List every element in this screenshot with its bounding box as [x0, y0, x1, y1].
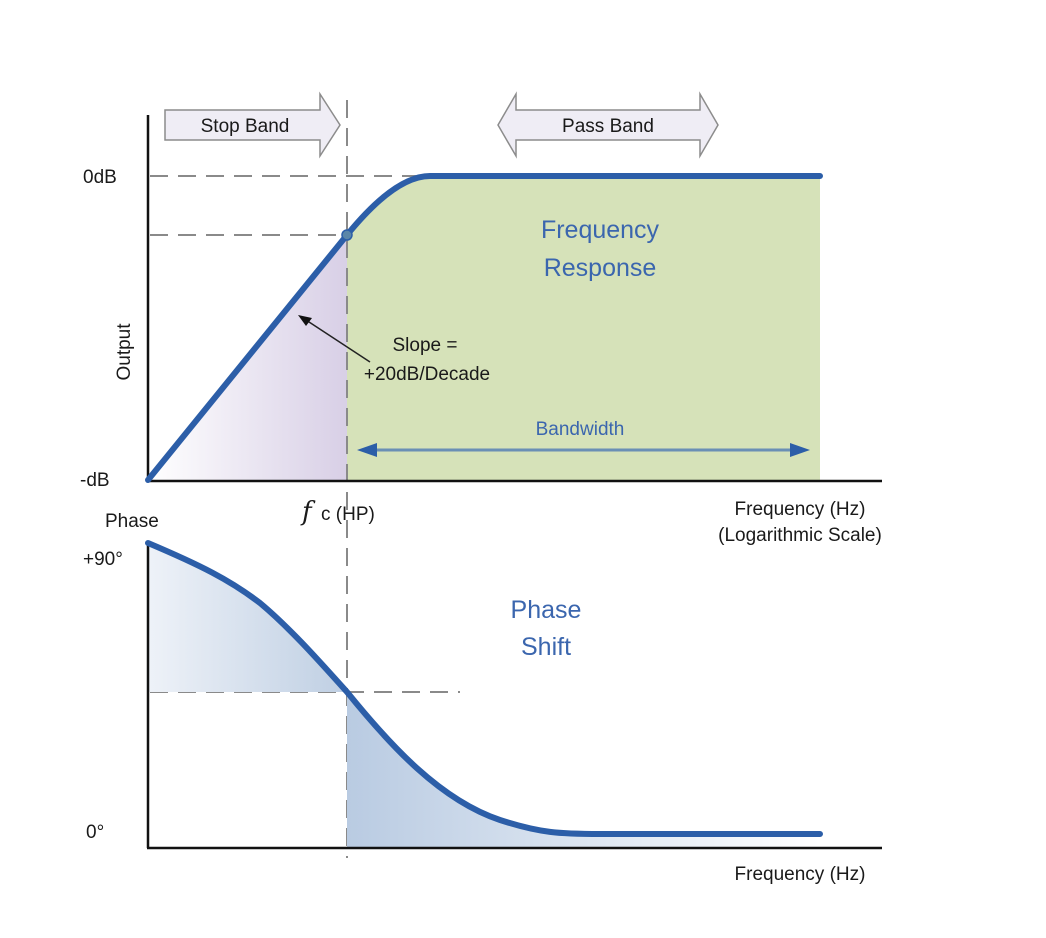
phase-fill-left [148, 543, 347, 692]
bandwidth-arrow [357, 443, 810, 457]
minus-db-tick: -dB [80, 470, 110, 491]
frequency-hz-label: Frequency (Hz) [735, 864, 866, 885]
pass-band-label: Pass Band [562, 116, 654, 137]
frequency-response-title-line2: Response [544, 254, 657, 282]
bandwidth-label: Bandwidth [536, 419, 625, 440]
frequency-log-label-line1: Frequency (Hz) [735, 499, 866, 520]
frequency-response-title-line1: Frequency [541, 216, 660, 244]
phase-axis-label: Phase [105, 511, 159, 532]
zero-db-tick: 0dB [83, 167, 117, 188]
zero-deg-tick: 0° [86, 822, 104, 843]
stop-band-arrow [164, 91, 341, 159]
phase-shift-title-line2: Shift [521, 633, 571, 661]
phase-shift-title-line1: Phase [511, 596, 582, 624]
frequency-log-label-line2: (Logarithmic Scale) [718, 525, 882, 546]
phase-fill-right [347, 692, 820, 848]
plus90-tick: +90° [83, 549, 123, 570]
cutoff-point [341, 229, 353, 241]
slope-annotation-arrow [298, 315, 371, 363]
top-axes [146, 115, 882, 483]
phase-curve [145, 540, 823, 837]
fc-symbol: f [300, 497, 316, 527]
bottom-axes [146, 545, 882, 850]
frequency-response-curve [145, 173, 823, 483]
pass-band-arrow [497, 91, 719, 159]
slope-label-line2: +20dB/Decade [364, 364, 490, 385]
fc-hp-label: c (HP) [321, 504, 375, 525]
passband-region [347, 176, 820, 480]
stop-band-label: Stop Band [201, 116, 290, 137]
slope-label-line1: Slope = [393, 335, 458, 356]
output-axis-label: Output [114, 323, 135, 381]
